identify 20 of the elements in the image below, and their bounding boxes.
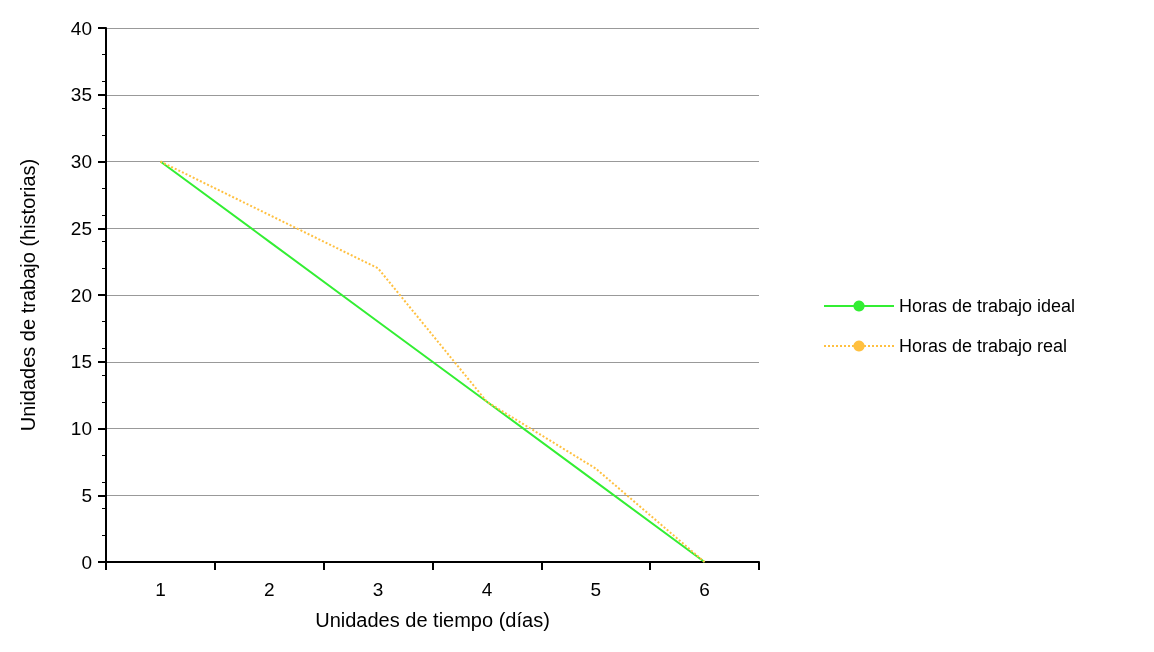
legend-label: Horas de trabajo ideal xyxy=(899,296,1076,316)
legend-label: Horas de trabajo real xyxy=(899,336,1068,356)
y-tick-label: 30 xyxy=(70,151,92,172)
y-axis-title: Unidades de trabajo (historias) xyxy=(17,158,39,432)
y-tick-label: 40 xyxy=(70,17,92,39)
y-tick-label: 25 xyxy=(70,217,92,239)
y-tick-label: 0 xyxy=(81,551,92,573)
x-tick-label: 1 xyxy=(155,579,166,600)
y-tick-label: 35 xyxy=(70,84,92,106)
x-tick-label: 3 xyxy=(372,579,384,600)
y-tick-label: 10 xyxy=(70,418,92,439)
x-axis-title: Unidades de tiempo (días) xyxy=(315,609,550,631)
y-tick-label: 5 xyxy=(81,484,92,506)
y-tick-label: 20 xyxy=(70,284,92,306)
x-tick-label: 2 xyxy=(263,579,275,600)
x-tick-label: 5 xyxy=(590,579,602,600)
y-tick-label: 15 xyxy=(70,351,92,373)
x-tick-label: 6 xyxy=(699,579,710,600)
x-tick-label: 4 xyxy=(481,579,493,600)
line-series xyxy=(159,160,706,563)
